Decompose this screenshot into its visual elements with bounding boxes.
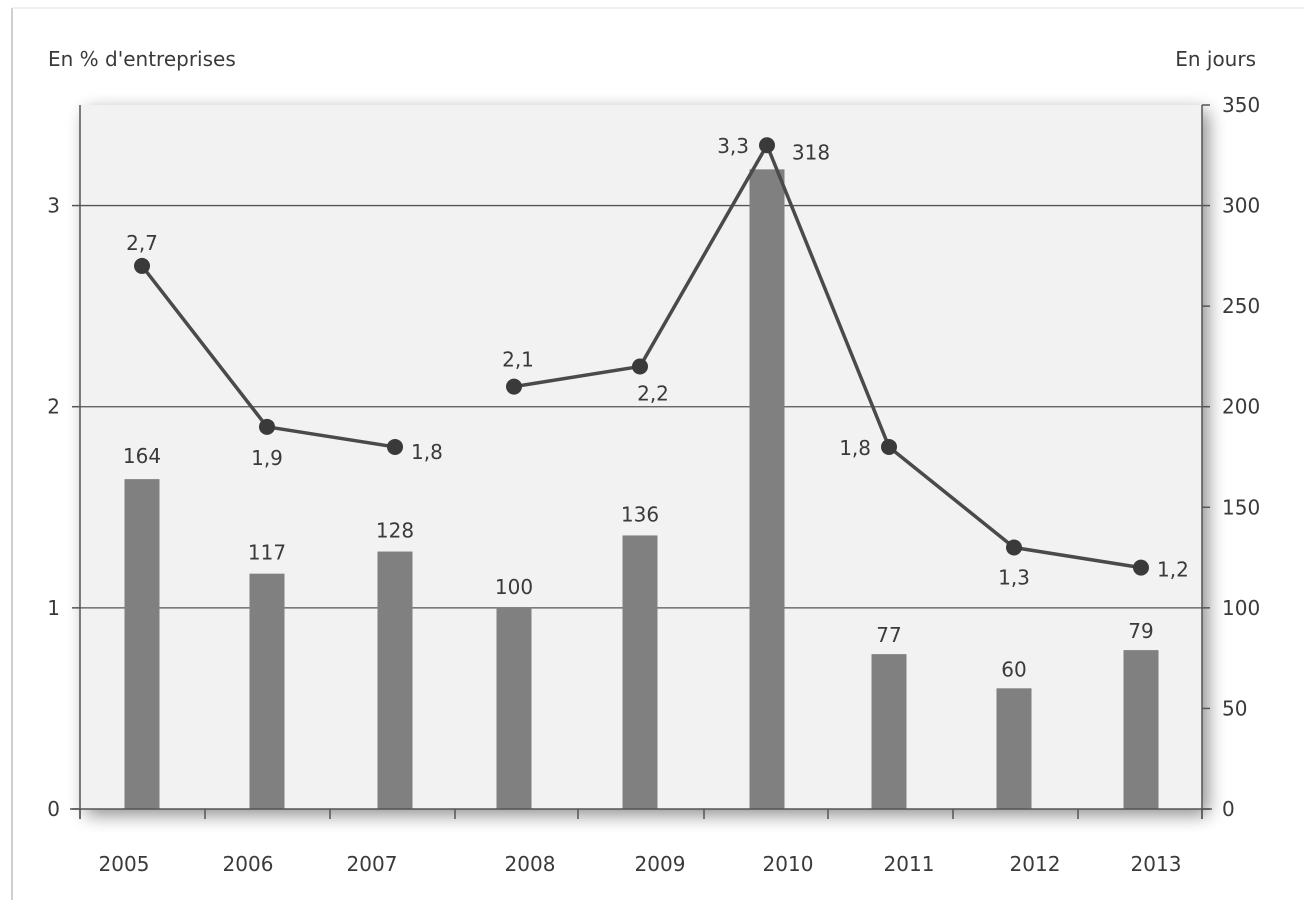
bar bbox=[1123, 650, 1159, 809]
bar bbox=[749, 169, 785, 809]
line-marker bbox=[259, 418, 275, 435]
x-axis-tick-label: 2009 bbox=[635, 852, 686, 876]
line-marker bbox=[632, 358, 648, 375]
bar-value-label: 164 bbox=[123, 444, 161, 468]
bar bbox=[124, 479, 160, 809]
x-axis-tick-label: 2006 bbox=[223, 852, 274, 876]
x-axis-tick-label: 2010 bbox=[763, 852, 814, 876]
bar-value-label: 136 bbox=[621, 502, 659, 526]
line-value-label: 1,2 bbox=[1157, 558, 1189, 582]
right-axis-tick-label: 200 bbox=[1222, 395, 1260, 419]
x-axis-tick-label: 2012 bbox=[1010, 852, 1061, 876]
bar bbox=[249, 573, 285, 809]
x-axis-tick-label: 2007 bbox=[347, 852, 398, 876]
line-series bbox=[134, 137, 1149, 576]
left-axis-tick-label: 1 bbox=[47, 596, 60, 620]
left-axis-title: En % d'entreprises bbox=[48, 47, 236, 71]
bar bbox=[996, 688, 1032, 809]
line-marker bbox=[759, 137, 775, 154]
bars bbox=[124, 169, 1159, 809]
left-axis-tick-label: 3 bbox=[47, 194, 60, 218]
right-axis-tick-label: 300 bbox=[1222, 194, 1260, 218]
line-value-label: 1,8 bbox=[411, 440, 443, 464]
bar bbox=[496, 607, 532, 809]
line-marker bbox=[1006, 539, 1022, 556]
bar-value-label: 128 bbox=[376, 519, 414, 543]
x-axis-tick-label: 2013 bbox=[1131, 852, 1182, 876]
line-value-label: 2,2 bbox=[637, 381, 669, 405]
x-axis-tick-label: 2011 bbox=[884, 852, 935, 876]
line-marker bbox=[881, 438, 897, 455]
line-value-label: 1,9 bbox=[251, 446, 283, 470]
line-marker bbox=[134, 257, 150, 274]
right-axis-tick-label: 350 bbox=[1222, 93, 1260, 117]
bar-value-label: 77 bbox=[876, 623, 901, 647]
bar-value-label: 100 bbox=[495, 575, 533, 599]
x-axis-tick-label: 2008 bbox=[505, 852, 556, 876]
left-axis-tick-label: 0 bbox=[47, 797, 60, 821]
right-axis-tick-label: 150 bbox=[1222, 495, 1260, 519]
line-marker bbox=[1133, 559, 1149, 576]
line-value-label: 2,7 bbox=[126, 231, 158, 255]
line-value-label: 3,3 bbox=[717, 134, 749, 158]
axes: 0 1 2 3 0 50 100 150 200 250 300 350 2005 2006 2007 200… bbox=[47, 93, 1260, 876]
bar-value-label: 117 bbox=[248, 541, 286, 565]
data-labels: 164 117 128 100 136 318 77 60 79 2,7 1,9 1,8 2,1 2,2 3… bbox=[123, 134, 1189, 681]
left-axis-tick-label: 2 bbox=[47, 395, 60, 419]
bar bbox=[377, 551, 413, 809]
right-axis-tick-label: 100 bbox=[1222, 596, 1260, 620]
x-axis-tick-label: 2005 bbox=[99, 852, 150, 876]
right-axis-tick-label: 0 bbox=[1222, 797, 1235, 821]
bar-value-label: 60 bbox=[1001, 657, 1026, 681]
bar bbox=[622, 535, 658, 809]
right-axis-tick-label: 50 bbox=[1222, 696, 1247, 720]
line-value-label: 1,3 bbox=[998, 566, 1030, 590]
bar-value-label: 318 bbox=[792, 140, 830, 164]
bar-value-label: 79 bbox=[1128, 619, 1153, 643]
bar bbox=[871, 654, 907, 809]
line-marker bbox=[506, 378, 522, 395]
line-value-label: 1,8 bbox=[839, 436, 871, 460]
right-axis-tick-label: 250 bbox=[1222, 294, 1260, 318]
line-marker bbox=[387, 438, 403, 455]
line-series-segment bbox=[513, 143, 1142, 570]
line-value-label: 2,1 bbox=[502, 348, 534, 372]
right-axis-title: En jours bbox=[1175, 47, 1256, 71]
